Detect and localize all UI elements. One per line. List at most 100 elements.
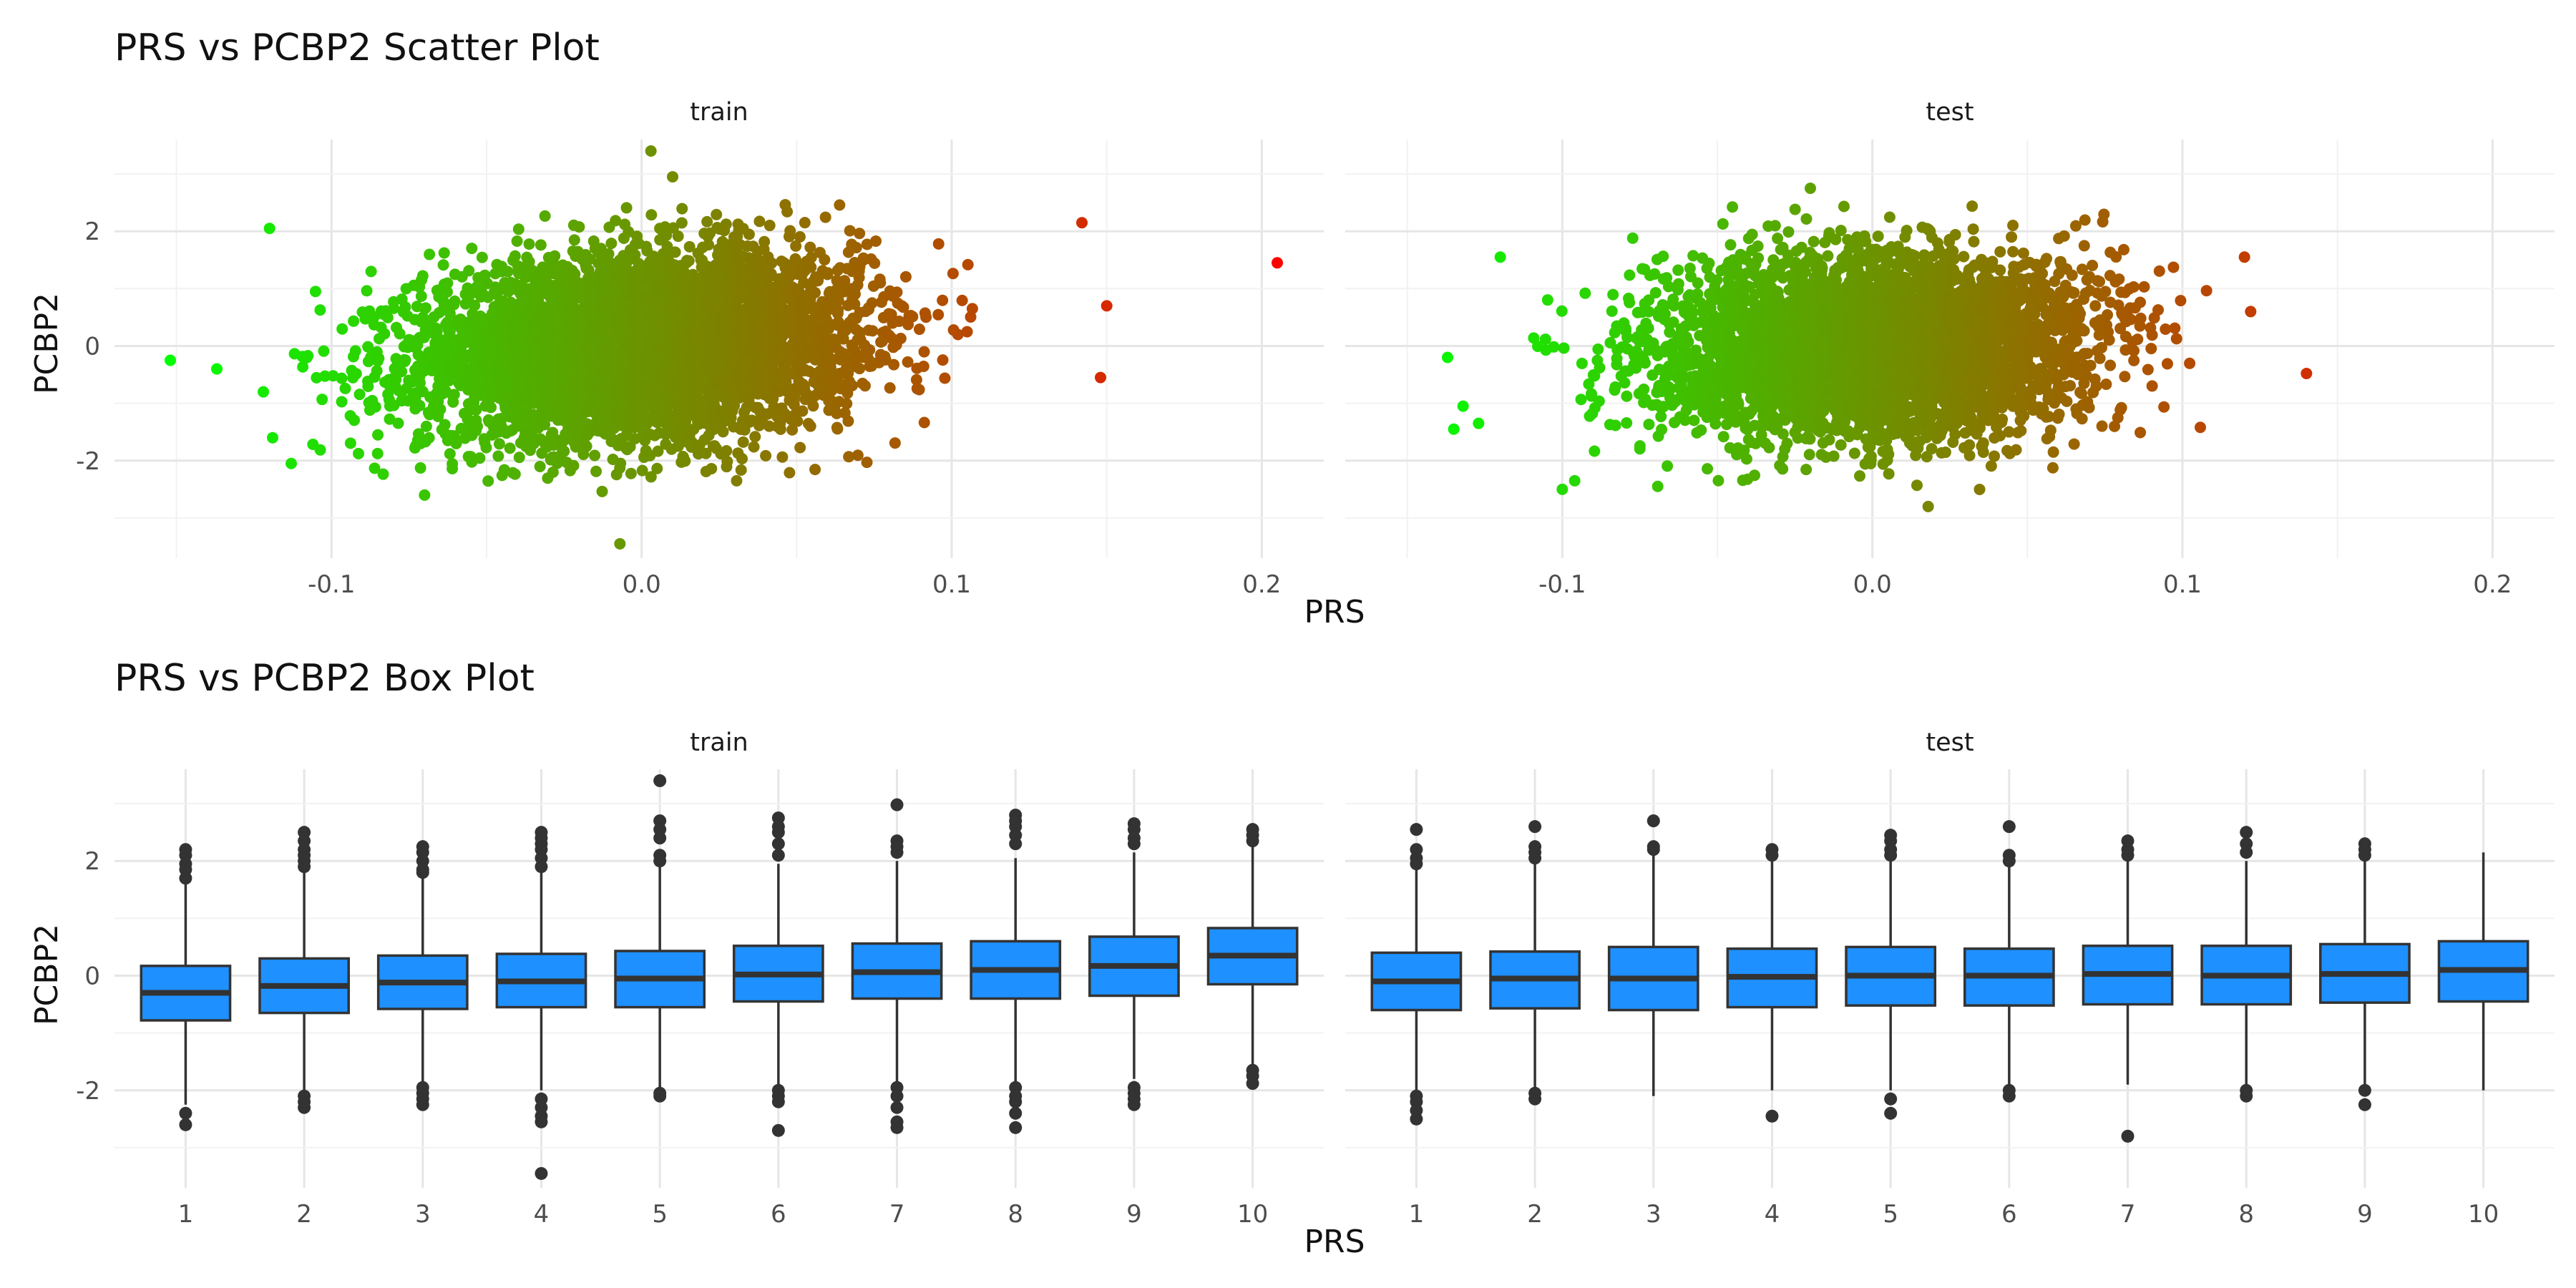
scatter-point: [510, 361, 522, 374]
scatter-point: [580, 439, 592, 452]
scatter-point: [654, 234, 666, 246]
scatter-point: [590, 389, 602, 401]
scatter-point: [411, 434, 424, 447]
scatter-point: [534, 460, 546, 472]
scatter-point: [468, 339, 480, 351]
scatter-point: [492, 450, 504, 462]
scatter-point: [412, 348, 424, 361]
scatter-point: [910, 374, 922, 386]
scatter-point: [362, 380, 374, 392]
scatter-point: [751, 245, 763, 258]
scatter-point: [533, 364, 545, 376]
scatter-point: [618, 232, 630, 244]
scatter-point: [590, 465, 602, 477]
scatter-point: [718, 225, 731, 237]
scatter-point: [454, 334, 466, 346]
scatter-point: [568, 234, 580, 246]
scatter-point: [741, 401, 753, 414]
scatter-point: [726, 405, 738, 417]
scatter-point: [887, 341, 899, 353]
scatter-point: [449, 268, 461, 280]
scatter-point: [799, 217, 811, 229]
scatter-point: [347, 371, 359, 384]
scatter-point: [772, 376, 784, 388]
scatter-point: [804, 420, 816, 432]
scatter-point: [459, 298, 472, 310]
scatter-point: [401, 382, 413, 394]
scatter-point: [937, 294, 949, 306]
scatter-point: [947, 268, 959, 280]
scatter-point: [661, 240, 673, 253]
scatter-point: [344, 437, 356, 449]
scatter-point: [432, 408, 444, 420]
scatter-point: [365, 265, 377, 278]
scatter-point: [449, 295, 461, 307]
scatter-point: [816, 346, 828, 358]
scatter-point: [369, 371, 381, 383]
box-y-axis-label: PCBP2: [29, 924, 65, 1025]
scatter-strip-test: test: [1926, 98, 1974, 127]
scatter-point: [530, 389, 542, 401]
scatter-point: [797, 378, 809, 390]
scatter-point: [920, 311, 932, 323]
scatter-point: [796, 268, 809, 280]
scatter-point: [937, 354, 949, 366]
scatter-point: [902, 356, 914, 368]
scatter-point: [625, 402, 638, 414]
scatter-point: [620, 262, 632, 274]
scatter-point: [885, 331, 897, 343]
scatter-point: [486, 345, 498, 357]
scatter-point: [620, 202, 633, 214]
scatter-point: [297, 361, 309, 373]
scatter-point: [353, 389, 366, 401]
scatter-panel-train: -0.1 0.0 0.1 0.2-202: [76, 140, 1324, 599]
scatter-point: [718, 260, 731, 272]
scatter-point: [913, 323, 925, 336]
scatter-point: [766, 295, 779, 307]
scatter-point: [467, 286, 479, 298]
scatter-y-axis-label: PCBP2: [29, 293, 65, 394]
scatter-point: [509, 250, 521, 262]
scatter-point: [580, 263, 592, 275]
scatter-point: [735, 464, 747, 476]
box-strip-train: train: [690, 728, 748, 757]
scatter-point: [605, 238, 618, 250]
scatter-point: [786, 316, 799, 328]
scatter-point: [377, 308, 389, 320]
scatter-point: [781, 205, 794, 218]
scatter-point: [861, 457, 873, 469]
scatter-point: [349, 345, 361, 357]
scatter-point: [353, 447, 365, 459]
scatter-point: [535, 239, 547, 251]
scatter-point: [482, 475, 494, 487]
scatter-point: [760, 449, 772, 462]
scatter-point: [884, 382, 896, 394]
scatter-point: [732, 447, 744, 459]
scatter-point: [852, 449, 864, 462]
scatter-point: [447, 458, 459, 470]
scatter-point: [470, 424, 482, 436]
scatter-point: [624, 417, 636, 429]
scatter-point: [624, 386, 636, 399]
scatter-point: [913, 384, 925, 396]
scatter-point: [391, 321, 403, 333]
scatter-point: [489, 427, 501, 439]
scatter-point: [844, 225, 856, 237]
scatter-point: [651, 462, 663, 474]
scatter-point: [675, 217, 688, 229]
scatter-point: [731, 304, 743, 316]
scatter-point: [918, 416, 930, 429]
scatter-point: [591, 415, 603, 427]
scatter-point: [743, 228, 755, 240]
scatter-point: [784, 467, 796, 479]
scatter-point: [542, 472, 554, 484]
scatter-point: [750, 275, 762, 287]
scatter-point: [787, 390, 799, 402]
scatter-point: [722, 245, 734, 257]
scatter-point: [512, 223, 525, 235]
scatter-point: [574, 418, 586, 430]
scatter-point: [307, 439, 319, 451]
scatter-point: [539, 210, 551, 222]
scatter-point: [879, 351, 891, 363]
scatter-point: [462, 451, 474, 463]
